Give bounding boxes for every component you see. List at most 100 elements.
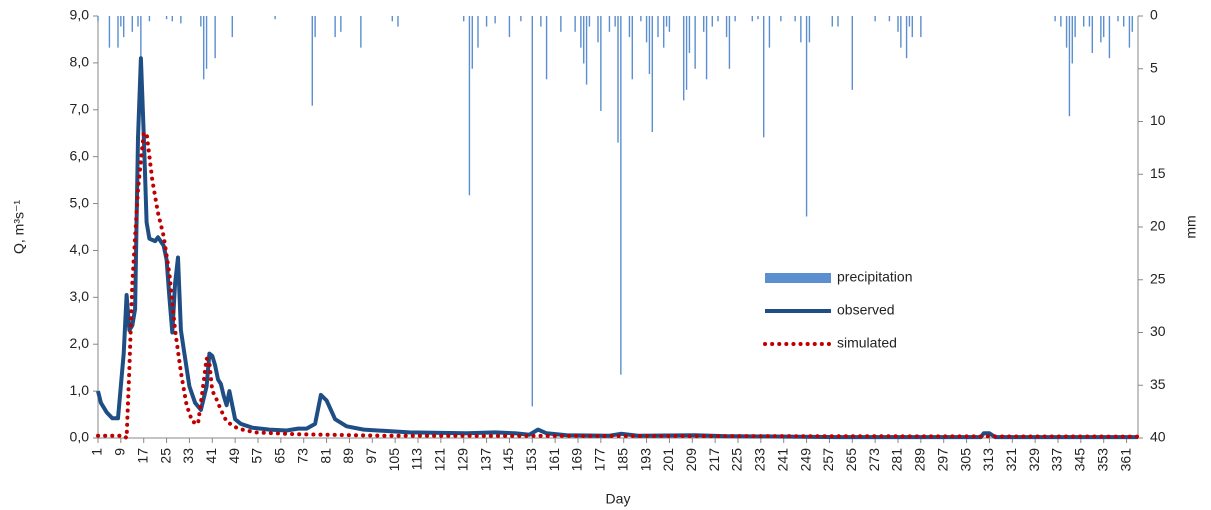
precipitation-bar bbox=[477, 16, 479, 48]
precipitation-bar bbox=[688, 16, 691, 53]
x-tick-label: 105 bbox=[386, 448, 402, 472]
precipitation-bar bbox=[640, 16, 642, 22]
x-tick-label: 193 bbox=[637, 448, 653, 472]
precipitation-bar bbox=[1083, 16, 1085, 27]
precipitation-bar bbox=[1054, 16, 1056, 22]
precipitation-bar bbox=[585, 16, 588, 85]
y-tick-label: 7,0 bbox=[70, 100, 90, 116]
x-tick-label: 241 bbox=[774, 448, 790, 472]
precipitation-bar bbox=[463, 16, 465, 22]
x-tick-label: 33 bbox=[180, 448, 196, 464]
precipitation-bar bbox=[657, 16, 659, 38]
legend-label: observed bbox=[837, 302, 895, 318]
x-tick-label: 297 bbox=[934, 448, 950, 472]
precipitation-bar bbox=[131, 16, 133, 32]
x-tick-label: 209 bbox=[683, 448, 699, 472]
precipitation-bar bbox=[897, 16, 899, 32]
precipitation-bar bbox=[560, 16, 562, 32]
x-tick-label: 41 bbox=[203, 448, 219, 464]
precipitation-bar bbox=[768, 16, 771, 48]
precipitation-bar bbox=[1068, 16, 1071, 117]
simulated-line bbox=[96, 131, 1140, 440]
precipitation-bar bbox=[200, 16, 202, 27]
precipitation-bar bbox=[668, 16, 671, 32]
precipitation-bar bbox=[360, 16, 362, 48]
x-tick-label: 225 bbox=[729, 448, 745, 472]
precipitation-bar bbox=[1065, 16, 1068, 48]
x-tick-label: 17 bbox=[134, 448, 150, 464]
precipitation-bar bbox=[608, 16, 611, 32]
x-tick-label: 337 bbox=[1049, 448, 1065, 472]
precipitation-bar bbox=[645, 16, 648, 43]
precipitation-bar bbox=[794, 16, 796, 22]
legend-label: precipitation bbox=[837, 269, 913, 285]
x-tick-label: 281 bbox=[889, 448, 905, 472]
y-tick-label: 8,0 bbox=[70, 54, 90, 70]
y2-tick-label: 0 bbox=[1150, 7, 1158, 23]
precipitation-bar bbox=[900, 16, 902, 48]
precipitation-bar bbox=[651, 16, 653, 133]
x-tick-label: 57 bbox=[249, 448, 265, 464]
precipitation-bar bbox=[180, 16, 182, 24]
x-tick-label: 65 bbox=[272, 448, 288, 464]
x-tick-label: 89 bbox=[340, 448, 356, 464]
x-tick-label: 185 bbox=[614, 448, 630, 472]
precipitation-bar bbox=[203, 16, 205, 80]
x-tick-label: 121 bbox=[432, 448, 448, 472]
precipitation-bar bbox=[600, 16, 602, 111]
precipitation-bar bbox=[540, 16, 542, 27]
precipitation-bar bbox=[588, 16, 591, 27]
precipitation-bar bbox=[685, 16, 688, 90]
precipitation-bar bbox=[97, 16, 99, 22]
x-tick-label: 9 bbox=[112, 448, 128, 456]
precipitation-bar bbox=[805, 16, 808, 217]
precipitation-bar bbox=[108, 16, 111, 48]
precipitation-bar bbox=[123, 16, 125, 38]
precipitation-bar bbox=[631, 16, 633, 80]
precipitation-bar bbox=[694, 16, 696, 69]
precipitation-bar bbox=[334, 16, 336, 38]
precipitation-bar bbox=[1108, 16, 1111, 59]
y2-tick-label: 15 bbox=[1150, 165, 1166, 181]
precipitation-bar bbox=[831, 16, 833, 27]
precipitation-bar bbox=[120, 16, 122, 27]
precipitation-bar bbox=[545, 16, 548, 80]
precipitation-bar bbox=[485, 16, 488, 27]
y2-tick-label: 25 bbox=[1150, 270, 1166, 286]
x-tick-label: 257 bbox=[820, 448, 836, 472]
precipitation-bar bbox=[920, 16, 922, 38]
x-tick-label: 233 bbox=[752, 448, 768, 472]
y2-tick-label: 40 bbox=[1150, 429, 1166, 445]
precipitation-bar bbox=[888, 16, 891, 22]
y-tick-label: 0,0 bbox=[70, 429, 90, 445]
precipitation-bar bbox=[683, 16, 685, 101]
precipitation-bar bbox=[908, 16, 911, 27]
y2-tick-label: 5 bbox=[1150, 59, 1158, 75]
precipitation-bar bbox=[725, 16, 728, 38]
precipitation-bar bbox=[580, 16, 582, 48]
precipitation-bar bbox=[874, 16, 876, 22]
precipitation-bar bbox=[911, 16, 913, 38]
x-tick-label: 201 bbox=[660, 448, 676, 472]
precipitation-bar bbox=[311, 16, 313, 106]
precipitation-bar bbox=[808, 16, 811, 43]
precipitation-bar bbox=[1131, 16, 1133, 32]
precipitation-bar bbox=[751, 16, 753, 22]
x-tick-label: 273 bbox=[866, 448, 882, 472]
y-tick-label: 3,0 bbox=[70, 288, 90, 304]
precipitation-bar bbox=[734, 16, 736, 22]
x-tick-label: 25 bbox=[157, 448, 173, 464]
x-tick-label: 137 bbox=[477, 448, 493, 472]
x-tick-label: 81 bbox=[317, 448, 333, 464]
precipitation-bar bbox=[494, 16, 496, 24]
precipitation-bar bbox=[1128, 16, 1131, 48]
x-tick-label: 177 bbox=[592, 448, 608, 472]
precipitation-bar bbox=[574, 16, 576, 32]
precipitation-bar bbox=[165, 16, 168, 20]
precipitation-bar bbox=[508, 16, 511, 38]
x-tick-label: 353 bbox=[1094, 448, 1110, 472]
precipitation-bar bbox=[214, 16, 216, 59]
precipitation-bar bbox=[340, 16, 342, 32]
precipitation-bar bbox=[757, 16, 759, 20]
